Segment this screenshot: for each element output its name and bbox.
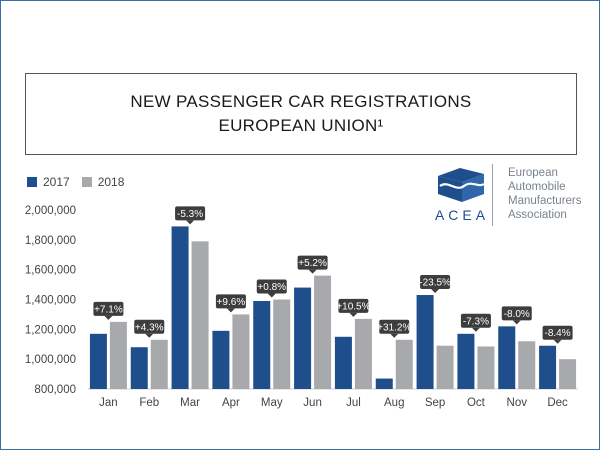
change-callout-label: +10.5% [336, 301, 370, 312]
bar-2018 [559, 359, 577, 389]
change-callout-label: +31.2% [377, 322, 411, 333]
y-tick-label: 1,200,000 [25, 324, 76, 336]
y-tick-label: 1,000,000 [25, 354, 76, 366]
bar-2017 [416, 295, 434, 389]
change-callout-label: +9.6% [217, 297, 246, 308]
chart-title-line1: NEW PASSENGER CAR REGISTRATIONS [130, 92, 472, 111]
change-callout-pointer [104, 315, 113, 320]
bar-2018 [150, 339, 168, 389]
bar-2018 [518, 341, 536, 389]
bar-2018 [232, 314, 250, 389]
change-callout-pointer [226, 308, 235, 313]
change-callout-pointer [145, 333, 154, 338]
change-callout-label: -8.4% [545, 328, 571, 339]
acea-name-line: European [508, 167, 558, 179]
acea-logo: ACEA European Automobile Manufacturers A… [432, 162, 582, 228]
y-tick-label: 1,400,000 [25, 295, 76, 307]
legend-label-2017: 2017 [43, 175, 70, 189]
bar-2017 [498, 326, 516, 389]
change-callout-box [93, 301, 124, 316]
change-callout-box [542, 325, 573, 340]
bar-2017 [130, 347, 148, 389]
change-callout-label: +4.3% [135, 322, 164, 333]
y-tick-label: 1,600,000 [25, 265, 76, 277]
legend-item-2018: 2018 [81, 175, 125, 189]
change-callout-pointer [390, 333, 399, 338]
chart-legend: 2017 2018 [27, 175, 136, 189]
bar-2017 [457, 333, 475, 389]
y-tick-label: 2,000,000 [25, 205, 76, 217]
change-callout-pointer [308, 269, 317, 274]
logo-divider [492, 164, 493, 226]
x-tick-label: Aug [384, 397, 404, 409]
chart-title-line2: EUROPEAN UNION¹ [218, 116, 384, 135]
change-callout-pointer [431, 289, 440, 294]
x-tick-label: Apr [222, 397, 240, 409]
change-callout-label: -23.5% [419, 278, 451, 289]
bar-2018 [436, 345, 454, 389]
change-callout-label: +5.2% [298, 258, 327, 269]
x-tick-label: Jul [346, 397, 361, 409]
change-callout-box [460, 313, 491, 328]
legend-swatch-2018 [81, 177, 92, 187]
change-callout-pointer [512, 320, 521, 325]
acea-acronym: ACEA [434, 207, 490, 223]
change-callout-box [256, 279, 287, 294]
bar-2018 [477, 346, 495, 389]
change-callout-box [297, 255, 328, 270]
x-tick-label: Nov [507, 397, 528, 409]
bar-2018 [314, 275, 332, 389]
change-callout-box [501, 306, 532, 321]
change-callout-label: +7.1% [94, 304, 123, 315]
x-tick-label: Jan [99, 397, 118, 409]
acea-name-line: Automobile [508, 181, 566, 193]
legend-label-2018: 2018 [97, 175, 125, 189]
change-callout-box [420, 275, 451, 290]
bar-2017 [171, 226, 189, 389]
bar-2018 [395, 339, 413, 389]
change-callout-label: -8.0% [504, 309, 530, 320]
y-tick-label: 800,000 [34, 384, 76, 396]
x-tick-label: Sep [425, 397, 445, 409]
change-callout-pointer [186, 220, 195, 225]
chart-title-box: NEW PASSENGER CAR REGISTRATIONS EUROPEAN… [25, 73, 577, 155]
change-callout-label: -5.3% [177, 209, 203, 220]
bar-2017 [334, 336, 352, 389]
bar-2017 [253, 300, 271, 389]
acea-emblem-icon [438, 168, 485, 202]
change-callout-box [175, 206, 206, 221]
bar-2018 [191, 241, 209, 389]
change-callout-box [134, 319, 165, 334]
y-tick-label: 1,800,000 [25, 235, 76, 247]
x-tick-label: Jun [303, 397, 322, 409]
change-callout-box [215, 294, 246, 309]
x-tick-label: Oct [467, 397, 486, 409]
x-tick-label: Mar [180, 397, 200, 409]
bar-2017 [539, 345, 557, 389]
change-callout-pointer [553, 339, 562, 344]
change-callout-label: +0.8% [257, 282, 286, 293]
change-callout-pointer [267, 293, 276, 298]
acea-name-line: Association [508, 209, 567, 221]
change-callout-box [379, 319, 410, 334]
bar-2018 [354, 318, 372, 389]
change-callout-label: -7.3% [463, 316, 489, 327]
bar-2017 [375, 378, 393, 389]
change-callout-pointer [471, 327, 480, 332]
x-tick-label: Feb [139, 397, 159, 409]
bar-2017 [294, 287, 312, 389]
legend-swatch-2017 [27, 177, 37, 187]
legend-item-2017: 2017 [27, 175, 70, 189]
x-tick-label: Dec [547, 397, 568, 409]
bar-2017 [212, 330, 230, 389]
change-callout-box [338, 298, 369, 313]
acea-name-line: Manufacturers [508, 195, 582, 207]
bar-2018 [273, 299, 291, 389]
bar-2018 [109, 321, 127, 389]
change-callout-pointer [349, 312, 358, 317]
acea-name: European Automobile Manufacturers Associ… [508, 166, 582, 222]
x-tick-label: May [261, 397, 283, 409]
bar-2017 [89, 333, 107, 389]
